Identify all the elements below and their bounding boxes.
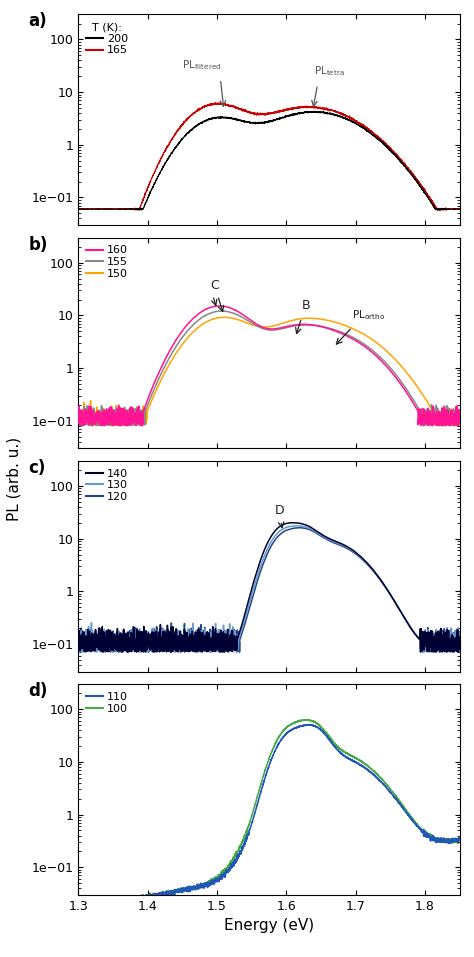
Legend: 160, 155, 150: 160, 155, 150	[84, 243, 130, 281]
Text: C: C	[210, 278, 219, 292]
Text: D: D	[274, 504, 284, 518]
Text: b): b)	[28, 235, 48, 254]
Text: c): c)	[28, 458, 46, 477]
Text: d): d)	[28, 682, 48, 701]
Text: PL$_{\mathregular{ortho}}$: PL$_{\mathregular{ortho}}$	[352, 308, 385, 322]
X-axis label: Energy (eV): Energy (eV)	[224, 918, 314, 933]
Legend: 110, 100: 110, 100	[84, 690, 130, 716]
Text: a): a)	[28, 12, 47, 31]
Text: B: B	[301, 300, 310, 312]
Legend: 140, 130, 120: 140, 130, 120	[84, 466, 130, 504]
Text: PL$_{\mathregular{tetra}}$: PL$_{\mathregular{tetra}}$	[314, 64, 345, 78]
Text: PL$_{\mathregular{filtered}}$: PL$_{\mathregular{filtered}}$	[182, 58, 221, 73]
Legend: 200, 165: 200, 165	[84, 20, 130, 57]
Text: PL (arb. u.): PL (arb. u.)	[7, 436, 22, 521]
